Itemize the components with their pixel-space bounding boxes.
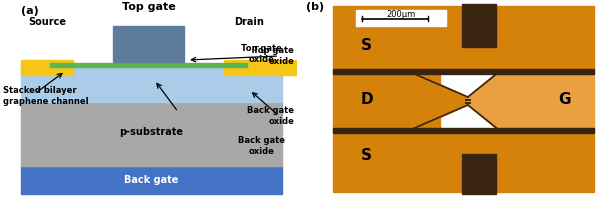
Bar	[332, 128, 594, 133]
Bar	[499, 71, 594, 131]
Bar	[21, 64, 282, 102]
Bar	[332, 6, 594, 69]
Text: Top gate: Top gate	[122, 2, 175, 12]
Text: Top gate
oxide: Top gate oxide	[241, 44, 282, 64]
Bar	[113, 26, 184, 62]
Bar	[462, 154, 496, 194]
Text: Source: Source	[29, 17, 67, 27]
Bar	[462, 4, 496, 47]
Text: G: G	[558, 92, 571, 108]
Bar	[21, 60, 73, 75]
Bar	[21, 166, 282, 194]
Bar	[21, 102, 282, 166]
Text: Drain: Drain	[235, 17, 265, 27]
Bar	[332, 71, 440, 131]
Text: S: S	[361, 38, 373, 52]
Text: 200μm: 200μm	[386, 10, 416, 19]
Text: D: D	[361, 92, 373, 108]
Text: Back gate: Back gate	[124, 175, 179, 185]
Polygon shape	[410, 71, 468, 131]
Text: p-substrate: p-substrate	[119, 127, 184, 137]
Text: Back gate
oxide: Back gate oxide	[247, 106, 294, 126]
Polygon shape	[468, 71, 499, 131]
Bar	[356, 10, 446, 26]
Text: Stacked bilayer
graphene channel: Stacked bilayer graphene channel	[3, 86, 89, 106]
Bar	[224, 60, 297, 75]
Text: Back gate
oxide: Back gate oxide	[238, 136, 285, 156]
Text: S: S	[361, 148, 373, 162]
Text: Top gate
oxide: Top gate oxide	[253, 46, 294, 66]
Bar	[332, 133, 594, 192]
Text: (a): (a)	[21, 6, 38, 16]
Bar	[332, 69, 594, 74]
Text: (b): (b)	[306, 2, 324, 12]
Bar	[50, 63, 247, 67]
